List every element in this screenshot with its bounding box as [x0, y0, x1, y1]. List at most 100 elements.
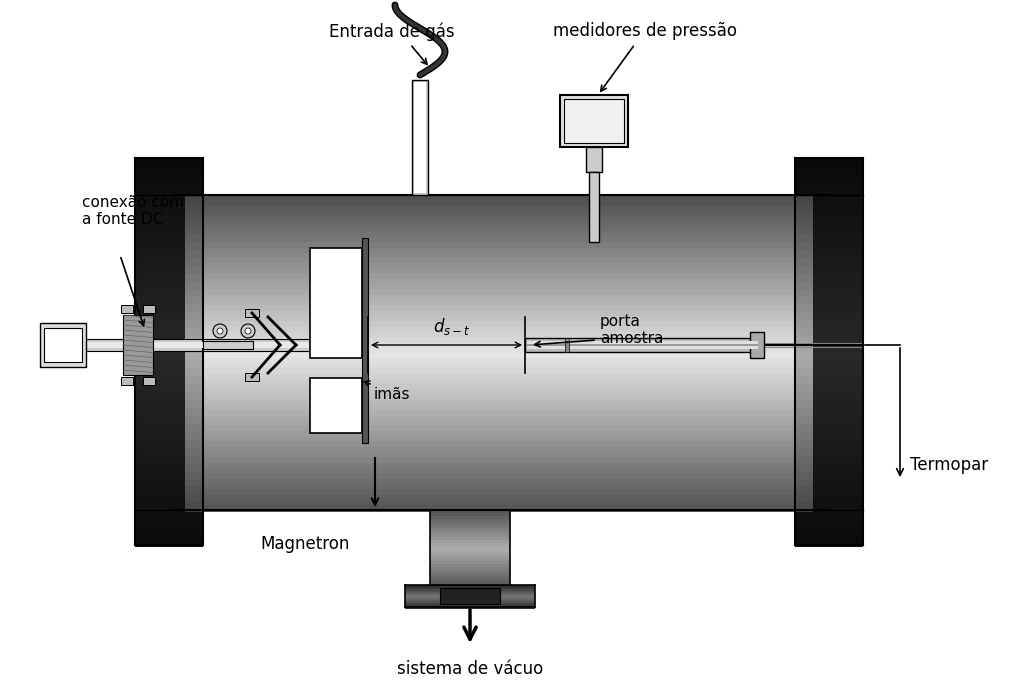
Bar: [406, 587, 535, 589]
Bar: [175, 458, 830, 464]
Bar: [175, 347, 830, 354]
Bar: [795, 494, 813, 504]
Bar: [135, 255, 203, 266]
Bar: [430, 537, 510, 541]
Bar: [185, 321, 203, 330]
Bar: [795, 337, 813, 346]
Bar: [175, 431, 830, 438]
Bar: [185, 227, 203, 236]
Bar: [175, 410, 830, 417]
Bar: [795, 234, 813, 244]
Bar: [564, 99, 624, 143]
Bar: [795, 322, 863, 334]
Bar: [795, 361, 863, 372]
Bar: [175, 289, 830, 296]
Bar: [430, 543, 510, 548]
Bar: [795, 392, 813, 401]
Bar: [175, 499, 830, 506]
Bar: [175, 442, 830, 449]
Bar: [135, 497, 203, 508]
Bar: [430, 516, 510, 521]
Bar: [795, 264, 863, 275]
Bar: [430, 528, 510, 532]
Bar: [795, 329, 813, 338]
Bar: [135, 448, 203, 460]
Bar: [795, 245, 863, 256]
Bar: [175, 216, 830, 223]
Text: medidores de pressão: medidores de pressão: [553, 22, 737, 40]
Bar: [185, 273, 203, 283]
Bar: [121, 377, 133, 385]
Bar: [175, 452, 830, 459]
Bar: [440, 588, 500, 604]
Bar: [175, 420, 830, 427]
Bar: [135, 236, 203, 247]
Bar: [175, 316, 830, 322]
Bar: [185, 471, 203, 480]
Bar: [175, 390, 830, 396]
Bar: [185, 416, 203, 425]
Bar: [175, 479, 830, 485]
Bar: [406, 588, 535, 591]
Bar: [795, 273, 813, 283]
Bar: [135, 371, 203, 382]
Bar: [135, 409, 203, 420]
Bar: [795, 384, 813, 394]
Bar: [795, 438, 863, 450]
Bar: [135, 381, 203, 392]
Bar: [135, 177, 203, 188]
Bar: [175, 494, 830, 501]
Bar: [310, 248, 362, 358]
Bar: [175, 300, 830, 307]
Bar: [135, 390, 203, 401]
Bar: [795, 342, 863, 353]
Bar: [795, 400, 813, 409]
Bar: [185, 407, 203, 417]
Bar: [135, 313, 203, 324]
Bar: [795, 448, 863, 460]
Bar: [795, 289, 813, 299]
Bar: [430, 525, 510, 530]
Bar: [175, 436, 830, 443]
Bar: [795, 158, 863, 169]
Bar: [175, 247, 830, 254]
Bar: [795, 227, 813, 236]
Bar: [175, 384, 830, 391]
Bar: [362, 238, 368, 443]
Bar: [135, 535, 203, 546]
Bar: [175, 311, 830, 317]
Bar: [175, 374, 830, 380]
Bar: [795, 352, 813, 362]
Bar: [795, 187, 863, 199]
Bar: [185, 243, 203, 251]
Bar: [185, 234, 203, 244]
Bar: [175, 505, 830, 512]
Text: Termopar: Termopar: [910, 456, 988, 474]
Bar: [406, 602, 535, 605]
Bar: [406, 594, 535, 597]
Bar: [135, 400, 203, 411]
Bar: [175, 468, 830, 475]
Bar: [430, 567, 510, 572]
Bar: [185, 211, 203, 220]
Bar: [143, 305, 155, 313]
Bar: [175, 342, 830, 349]
Bar: [795, 409, 863, 420]
Bar: [175, 379, 830, 385]
Bar: [310, 378, 362, 433]
Bar: [795, 361, 813, 370]
Circle shape: [213, 324, 227, 338]
Bar: [185, 376, 203, 385]
Bar: [185, 203, 203, 212]
Bar: [175, 205, 830, 212]
Bar: [795, 236, 863, 247]
Bar: [185, 282, 203, 291]
Bar: [143, 377, 155, 385]
Bar: [525, 338, 760, 352]
Bar: [135, 284, 203, 295]
Bar: [586, 147, 602, 172]
Bar: [185, 392, 203, 401]
Bar: [185, 486, 203, 496]
Bar: [430, 519, 510, 523]
Bar: [175, 405, 830, 412]
